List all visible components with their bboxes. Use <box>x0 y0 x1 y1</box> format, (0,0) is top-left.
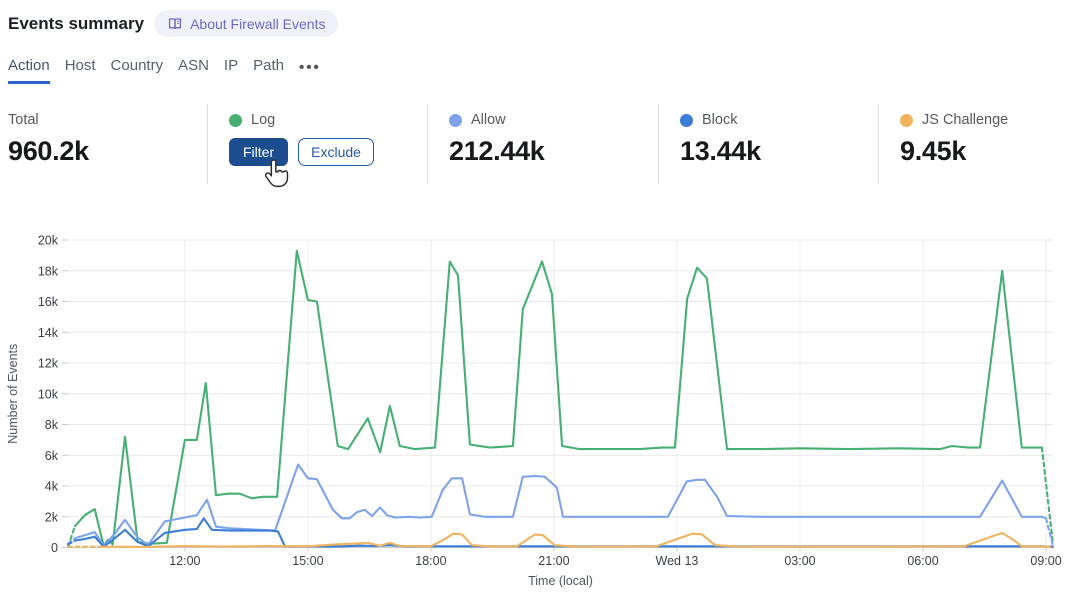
y-tick-label: 0 <box>51 541 58 555</box>
events-chart[interactable]: 12:00 15:00 18:00 21:00 Wed 13 03:00 06:00 09:0… <box>0 228 1068 598</box>
page-header: Events summary About Firewall Events <box>8 10 338 37</box>
series-js-challenge-line <box>103 533 1046 547</box>
y-tick-label: 2k <box>45 510 59 524</box>
x-tick-label: 21:00 <box>538 554 569 568</box>
stats-row: Total 960.2k Log Filter Exclude Allow 21… <box>0 104 1068 184</box>
tabs-more-button[interactable]: ••• <box>299 57 321 83</box>
stat-block-label: Block <box>702 112 737 128</box>
stat-js-challenge-label: JS Challenge <box>922 112 1008 128</box>
exclude-button[interactable]: Exclude <box>298 138 374 166</box>
y-tick-label: 10k <box>38 387 59 401</box>
stat-js-challenge-value: 9.45k <box>900 136 1068 167</box>
allow-legend-dot <box>449 114 462 127</box>
series-block-line <box>75 518 1042 546</box>
stat-js-challenge[interactable]: JS Challenge 9.45k <box>878 104 1068 184</box>
y-tick-label: 12k <box>38 357 59 371</box>
tab-host[interactable]: Host <box>65 57 96 81</box>
series-allow-line <box>75 465 1046 547</box>
tab-country[interactable]: Country <box>111 57 164 81</box>
about-firewall-events-badge[interactable]: About Firewall Events <box>154 10 338 37</box>
series-log-tail <box>1042 448 1053 545</box>
x-tick-label: 12:00 <box>169 554 200 568</box>
y-tick-label: 16k <box>38 295 59 309</box>
tab-ip[interactable]: IP <box>224 57 238 81</box>
series-log-line <box>75 251 1042 546</box>
y-tick-label: 6k <box>45 449 59 463</box>
block-legend-dot <box>680 114 693 127</box>
y-tick-label: 20k <box>38 234 59 248</box>
x-tick-label: 03:00 <box>784 554 815 568</box>
y-tick-label: 4k <box>45 480 59 494</box>
x-tick-label: Wed 13 <box>656 554 699 568</box>
filter-button[interactable]: Filter <box>229 138 288 166</box>
stat-log-label: Log <box>251 112 275 128</box>
stat-allow-value: 212.44k <box>449 136 658 167</box>
stat-log[interactable]: Log Filter Exclude <box>207 104 427 184</box>
stat-block-value: 13.44k <box>680 136 878 167</box>
about-badge-label: About Firewall Events <box>190 16 325 32</box>
tab-asn[interactable]: ASN <box>178 57 209 81</box>
x-tick-label: 09:00 <box>1030 554 1061 568</box>
x-tick-label: 06:00 <box>907 554 938 568</box>
log-legend-dot <box>229 114 242 127</box>
tab-path[interactable]: Path <box>253 57 284 81</box>
page-title: Events summary <box>8 11 144 37</box>
y-tick-label: 8k <box>45 418 59 432</box>
stat-allow[interactable]: Allow 212.44k <box>427 104 658 184</box>
tab-action[interactable]: Action <box>8 57 50 84</box>
events-chart-svg[interactable]: 12:00 15:00 18:00 21:00 Wed 13 03:00 06:00 09:0… <box>0 228 1068 598</box>
stat-block[interactable]: Block 13.44k <box>658 104 878 184</box>
stat-total-value: 960.2k <box>8 136 207 167</box>
y-tick-label: 18k <box>38 264 59 278</box>
x-tick-label: 15:00 <box>292 554 323 568</box>
book-icon <box>167 16 183 32</box>
stat-total-label: Total <box>8 111 207 129</box>
stat-total: Total 960.2k <box>0 104 207 184</box>
stat-allow-label: Allow <box>471 112 506 128</box>
x-tick-label: 18:00 <box>415 554 446 568</box>
x-axis-title: Time (local) <box>528 574 593 588</box>
js-challenge-legend-dot <box>900 114 913 127</box>
groupby-tabs: Action Host Country ASN IP Path ••• <box>8 57 321 84</box>
y-tick-label: 14k <box>38 326 59 340</box>
y-axis-title: Number of Events <box>6 344 20 444</box>
